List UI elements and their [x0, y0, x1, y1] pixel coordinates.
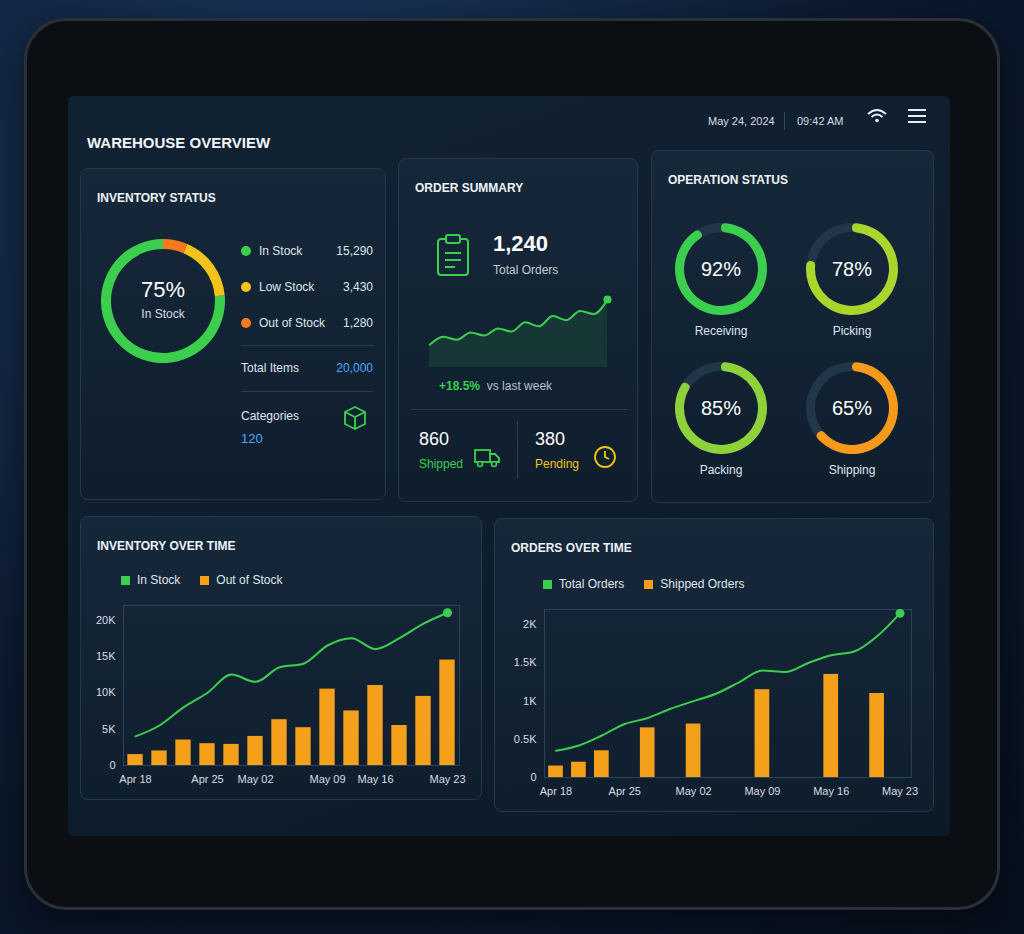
html-text:860: 860 [419, 429, 449, 449]
html-text:ORDERS OVER TIME: ORDERS OVER TIME [511, 541, 632, 555]
svg-text:0.5K: 0.5K [514, 733, 537, 745]
html-text:Total Items: Total Items [241, 361, 299, 375]
html-text:INVENTORY STATUS: INVENTORY STATUS [97, 191, 216, 205]
html-text:Out of Stock: Out of Stock [216, 573, 283, 587]
svg-text:Apr 18: Apr 18 [540, 785, 572, 797]
svg-text:15K: 15K [96, 650, 116, 662]
svg-text:May 16: May 16 [357, 773, 393, 785]
html-text:380: 380 [535, 429, 565, 449]
svg-text:May 02: May 02 [676, 785, 712, 797]
svg-text:1.5K: 1.5K [514, 656, 537, 668]
html-text:1,280: 1,280 [343, 316, 373, 330]
html-text:1,240: 1,240 [493, 231, 549, 256]
svg-text:May 23: May 23 [882, 785, 918, 797]
svg-text:2K: 2K [523, 618, 537, 630]
svg-text:May 09: May 09 [744, 785, 780, 797]
svg-text:Receiving: Receiving [695, 324, 748, 338]
svg-text:85%: 85% [701, 397, 741, 419]
html-text:09:42 AM: 09:42 AM [797, 115, 844, 127]
svg-text:Packing: Packing [700, 463, 743, 477]
svg-text:5K: 5K [102, 723, 116, 735]
svg-text:20K: 20K [96, 614, 116, 626]
svg-text:0: 0 [530, 771, 536, 783]
svg-text:0: 0 [109, 759, 115, 771]
svg-text:Shipping: Shipping [829, 463, 876, 477]
html-text:ORDER SUMMARY: ORDER SUMMARY [415, 181, 524, 195]
html-text:Shipped: Shipped [419, 457, 463, 471]
svg-text:May 23: May 23 [429, 773, 465, 785]
html-text:Total Orders: Total Orders [559, 577, 625, 591]
html-text:Out of Stock: Out of Stock [259, 316, 325, 330]
svg-text:Apr 25: Apr 25 [609, 785, 641, 797]
svg-text:10K: 10K [96, 686, 116, 698]
html-text:Shipped Orders: Shipped Orders [660, 577, 745, 591]
html-text:OPERATION STATUS: OPERATION STATUS [668, 173, 788, 187]
svg-text:78%: 78% [832, 258, 872, 280]
html-text:120: 120 [241, 431, 263, 446]
svg-text:Picking: Picking [833, 324, 872, 338]
html-text:75%: 75% [141, 277, 185, 302]
html-text:WAREHOUSE OVERVIEW: WAREHOUSE OVERVIEW [87, 134, 271, 151]
html-text:Total Orders: Total Orders [493, 263, 559, 277]
html-text:Categories: Categories [241, 409, 299, 423]
svg-text:92%: 92% [701, 258, 741, 280]
html-text:In Stock: In Stock [259, 244, 303, 258]
svg-text:Apr 25: Apr 25 [191, 773, 223, 785]
html-text:3,430: 3,430 [343, 280, 373, 294]
svg-text:May 16: May 16 [813, 785, 849, 797]
html-text:20,000: 20,000 [336, 361, 373, 375]
html-text:+18.5%: +18.5% [439, 379, 480, 393]
html-text:May 24, 2024: May 24, 2024 [708, 115, 775, 127]
html-text:Low Stock: Low Stock [259, 280, 315, 294]
svg-text:May 02: May 02 [237, 773, 273, 785]
svg-text:65%: 65% [832, 397, 872, 419]
html-text:INVENTORY OVER TIME: INVENTORY OVER TIME [97, 539, 236, 553]
svg-text:Apr 18: Apr 18 [119, 773, 151, 785]
html-text:In Stock: In Stock [141, 307, 185, 321]
svg-text:1K: 1K [523, 695, 537, 707]
html-text:15,290: 15,290 [336, 244, 373, 258]
html-text:In Stock: In Stock [137, 573, 181, 587]
html-text:vs last week: vs last week [486, 379, 553, 393]
svg-text:May 09: May 09 [309, 773, 345, 785]
html-text:Pending: Pending [535, 457, 579, 471]
